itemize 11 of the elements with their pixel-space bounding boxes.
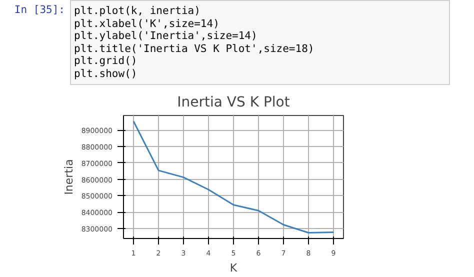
x-axis-title: K bbox=[230, 262, 238, 274]
text: plt.title('Inertia VS K Plot',size=18) bbox=[74, 42, 314, 54]
text: plt.plot(k, inertia) bbox=[74, 5, 200, 17]
chart-title: Inertia VS K Plot bbox=[177, 94, 290, 110]
text: plt.ylabel('Inertia',size=14) bbox=[74, 30, 258, 42]
text: plt.show() bbox=[74, 68, 138, 80]
text: plt.xlabel('K',size=14) bbox=[74, 18, 220, 30]
y-axis-title: Inertia bbox=[62, 159, 76, 195]
line-series bbox=[132, 120, 334, 234]
text: In [35]: bbox=[13, 3, 66, 18]
text: plt.grid() bbox=[74, 55, 138, 67]
